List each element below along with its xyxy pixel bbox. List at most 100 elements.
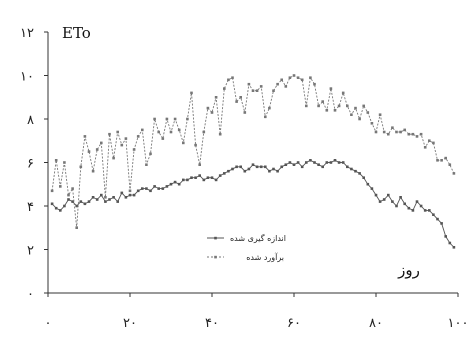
legend-label-measured: اندازه گیری شده xyxy=(230,233,286,243)
data-point xyxy=(366,111,370,114)
data-point xyxy=(100,141,103,145)
data-point xyxy=(218,174,222,177)
data-point xyxy=(141,187,144,190)
data-point xyxy=(264,115,267,119)
data-point xyxy=(428,139,431,142)
data-point xyxy=(337,104,341,108)
data-point xyxy=(382,198,386,201)
data-point xyxy=(194,176,197,179)
data-point xyxy=(341,161,345,164)
x-tick-label: ۱۰۰ xyxy=(448,316,469,331)
data-point xyxy=(54,159,58,162)
data-point xyxy=(288,161,292,164)
data-point xyxy=(346,165,349,169)
data-point xyxy=(346,104,349,108)
y-tick-label: ۰ xyxy=(27,287,34,302)
data-point xyxy=(223,87,226,90)
data-point xyxy=(399,130,402,134)
data-point xyxy=(206,176,210,179)
data-point xyxy=(284,163,288,166)
data-point xyxy=(436,217,439,221)
data-point xyxy=(391,126,394,129)
data-point xyxy=(108,132,111,136)
data-point xyxy=(227,169,230,173)
data-point xyxy=(362,176,365,179)
legend-label-estimated: برآورد شده xyxy=(246,252,284,262)
data-point xyxy=(63,204,66,208)
data-point xyxy=(399,196,402,199)
legend: اندازه گیری شده برآورد شده xyxy=(207,233,286,262)
data-point xyxy=(169,182,173,186)
data-point xyxy=(116,130,119,134)
data-point xyxy=(214,178,218,182)
data-point xyxy=(227,78,230,82)
data-point xyxy=(145,187,148,190)
data-point xyxy=(337,161,341,164)
data-point xyxy=(169,130,173,134)
data-point xyxy=(272,89,275,92)
data-point xyxy=(186,117,189,121)
data-point xyxy=(448,241,452,245)
data-point xyxy=(186,178,189,182)
data-point xyxy=(329,87,333,90)
data-point xyxy=(296,76,300,79)
data-point xyxy=(432,213,435,216)
data-point xyxy=(423,146,427,149)
data-point xyxy=(259,85,263,88)
data-point xyxy=(444,235,447,238)
y-tick-label: ۴ xyxy=(27,200,34,215)
data-point xyxy=(173,180,177,184)
data-point xyxy=(333,109,337,112)
data-point xyxy=(288,76,292,79)
series-measured xyxy=(50,159,456,249)
data-point xyxy=(259,165,263,169)
data-point xyxy=(358,172,361,175)
data-point xyxy=(268,169,271,173)
data-point xyxy=(173,117,177,121)
data-point xyxy=(83,202,87,206)
data-point xyxy=(223,172,226,175)
data-point xyxy=(120,143,124,147)
data-point xyxy=(202,178,206,182)
data-point xyxy=(124,137,128,140)
data-point xyxy=(325,109,329,112)
data-point xyxy=(214,96,218,99)
data-point xyxy=(350,167,353,171)
data-point xyxy=(50,189,54,193)
data-point xyxy=(247,82,251,86)
data-point xyxy=(198,163,201,166)
data-point xyxy=(165,185,169,188)
data-point xyxy=(350,113,353,116)
data-point xyxy=(292,74,296,77)
data-point xyxy=(366,182,370,186)
data-point xyxy=(202,130,206,134)
y-tick-label: ۸ xyxy=(27,113,34,128)
data-point xyxy=(210,176,214,179)
data-point xyxy=(120,191,124,195)
data-point xyxy=(247,167,251,171)
data-point xyxy=(264,165,267,169)
data-point xyxy=(165,117,169,121)
data-point xyxy=(59,209,62,212)
data-point xyxy=(444,156,447,160)
data-point xyxy=(419,132,423,136)
x-axis-ticks: ۰ ۲۰ ۴۰ ۶۰ ۸۰ ۱۰۰ xyxy=(45,293,469,331)
data-point xyxy=(194,143,197,147)
data-point xyxy=(153,117,156,121)
data-point xyxy=(206,106,210,110)
legend-entry-estimated: برآورد شده xyxy=(207,252,284,262)
data-point xyxy=(276,82,279,86)
data-point xyxy=(79,200,83,203)
data-point xyxy=(341,91,345,95)
data-point xyxy=(218,132,222,136)
data-point xyxy=(370,122,374,125)
data-point xyxy=(231,76,234,79)
data-point xyxy=(100,193,103,197)
data-point xyxy=(300,78,304,82)
data-point xyxy=(128,189,132,193)
data-point xyxy=(317,163,320,166)
data-point xyxy=(292,163,296,166)
series-estimated xyxy=(50,74,456,229)
data-point xyxy=(428,209,431,212)
